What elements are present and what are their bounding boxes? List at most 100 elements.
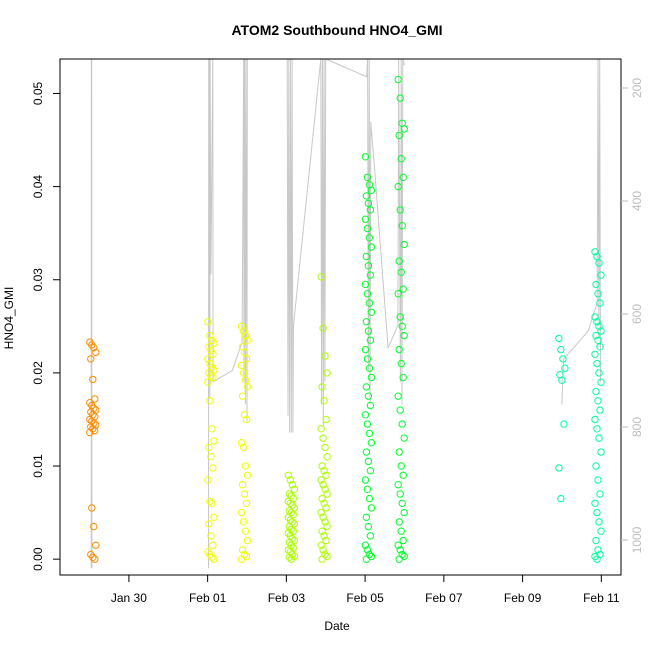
data-point bbox=[592, 280, 600, 289]
data-point bbox=[398, 499, 406, 507]
data-point bbox=[86, 415, 94, 424]
data-point bbox=[596, 343, 604, 351]
data-point bbox=[592, 462, 600, 470]
data-point bbox=[205, 443, 213, 452]
data-point bbox=[317, 425, 325, 433]
data-point bbox=[238, 392, 247, 400]
data-point bbox=[394, 182, 402, 191]
data-point bbox=[596, 406, 604, 414]
y-tick-label: 0.00 bbox=[31, 547, 45, 571]
secondary-y-axis: 200 400 600 800 1000 bbox=[621, 78, 644, 553]
data-point bbox=[242, 499, 251, 507]
data-point bbox=[397, 359, 405, 368]
data-point bbox=[208, 553, 216, 561]
data-point bbox=[365, 429, 374, 438]
data-point bbox=[240, 490, 249, 498]
data-point bbox=[593, 359, 601, 368]
data-point bbox=[397, 268, 405, 276]
data-point bbox=[322, 415, 330, 424]
data-point bbox=[400, 331, 408, 340]
data-point bbox=[594, 290, 602, 298]
data-point bbox=[362, 555, 371, 563]
data-point bbox=[555, 464, 563, 472]
data-point bbox=[593, 252, 601, 261]
data-point bbox=[591, 499, 599, 507]
data-point bbox=[319, 324, 327, 332]
data-point bbox=[560, 420, 568, 428]
data-point bbox=[242, 355, 251, 363]
y-tick-label: 0.05 bbox=[31, 81, 45, 105]
data-point bbox=[362, 513, 371, 521]
y2-tick-label: 600 bbox=[630, 304, 644, 324]
data-point bbox=[363, 485, 372, 493]
x-tick-label: Feb 11 bbox=[583, 591, 620, 605]
data-point bbox=[593, 555, 601, 563]
data-point bbox=[396, 546, 404, 554]
data-point bbox=[593, 425, 601, 433]
data-point bbox=[290, 485, 298, 493]
data-point bbox=[323, 453, 331, 461]
data-point bbox=[209, 541, 217, 549]
data-point bbox=[210, 339, 218, 347]
y2-tick-label: 800 bbox=[630, 417, 644, 437]
data-point bbox=[594, 397, 602, 405]
data-point bbox=[88, 417, 96, 425]
data-point bbox=[243, 383, 252, 391]
data-point bbox=[394, 75, 402, 84]
data-point bbox=[595, 518, 603, 526]
data-point bbox=[597, 327, 605, 335]
data-point bbox=[243, 336, 252, 344]
data-point bbox=[322, 504, 330, 512]
data-point bbox=[237, 439, 246, 447]
data-point bbox=[242, 415, 251, 424]
altitude-line-0 bbox=[90, 58, 93, 569]
y2-tick-label: 200 bbox=[630, 78, 644, 98]
data-point bbox=[319, 546, 327, 554]
data-point bbox=[284, 546, 292, 554]
data-point bbox=[367, 439, 376, 447]
data-point bbox=[92, 348, 100, 357]
data-point bbox=[208, 499, 216, 507]
data-point bbox=[318, 383, 326, 391]
data-point bbox=[88, 504, 96, 512]
y-axis-label: HNO4_GMI bbox=[2, 287, 16, 350]
data-point bbox=[238, 481, 247, 489]
data-point bbox=[595, 259, 603, 267]
data-point bbox=[204, 378, 212, 386]
y-tick-label: 0.02 bbox=[31, 361, 45, 385]
data-point bbox=[209, 350, 217, 358]
data-point bbox=[394, 290, 402, 298]
data-point bbox=[399, 536, 407, 545]
data-point bbox=[90, 344, 98, 352]
data-point bbox=[208, 425, 216, 433]
data-point bbox=[395, 257, 403, 265]
data-point bbox=[204, 476, 212, 484]
x-tick-label: Feb 07 bbox=[425, 591, 463, 605]
data-point bbox=[317, 273, 325, 281]
data-point bbox=[237, 322, 246, 330]
x-axis: Jan 30 Feb 01 Feb 03 Feb 05 Feb 07 Feb 09 Feb … bbox=[111, 575, 620, 605]
data-point bbox=[206, 331, 214, 340]
data-point bbox=[361, 411, 370, 419]
data-point bbox=[558, 376, 566, 384]
data-point bbox=[361, 541, 370, 549]
data-point bbox=[363, 546, 372, 554]
data-point bbox=[557, 494, 565, 503]
data-point bbox=[362, 448, 371, 456]
data-point bbox=[361, 476, 370, 484]
altitude-line-3 bbox=[325, 58, 405, 405]
data-point bbox=[362, 252, 371, 261]
data-point bbox=[92, 541, 100, 549]
data-point bbox=[89, 553, 97, 561]
x-tick-label: Feb 05 bbox=[346, 591, 384, 605]
data-point bbox=[594, 546, 602, 554]
data-point bbox=[366, 206, 375, 214]
data-point bbox=[400, 508, 408, 517]
data-point bbox=[323, 369, 331, 377]
data-point bbox=[91, 426, 99, 435]
data-point bbox=[591, 248, 599, 256]
data-point bbox=[367, 373, 376, 382]
data-point bbox=[207, 453, 215, 461]
data-point bbox=[362, 318, 371, 326]
